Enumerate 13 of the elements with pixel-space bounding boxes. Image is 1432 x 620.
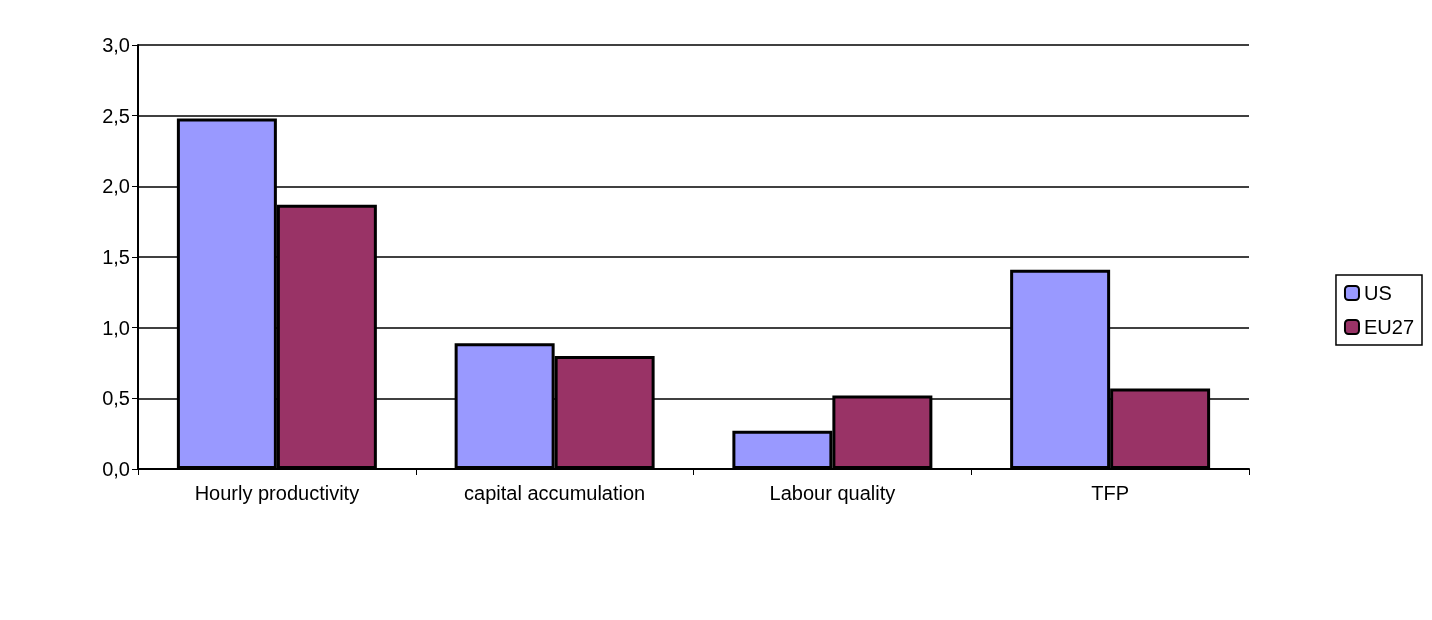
x-tick-label: capital accumulation — [464, 482, 646, 504]
y-tick-label: 1,5 — [102, 246, 130, 268]
x-tick-label: Labour quality — [769, 482, 896, 504]
x-tick-label: Hourly productivity — [194, 482, 360, 504]
y-tick-label: 2,0 — [102, 175, 130, 198]
y-tick-label: 1,0 — [102, 316, 130, 339]
y-tick-label: 3,0 — [102, 34, 130, 56]
y-tick-label: 0,0 — [102, 458, 130, 480]
y-tick-label: 0,5 — [102, 387, 130, 410]
x-tick-label: TFP — [1091, 482, 1130, 504]
legend-label: EU27 — [1363, 316, 1414, 338]
y-tick-label: 2,5 — [102, 104, 130, 127]
legend-label: US — [1363, 282, 1392, 304]
